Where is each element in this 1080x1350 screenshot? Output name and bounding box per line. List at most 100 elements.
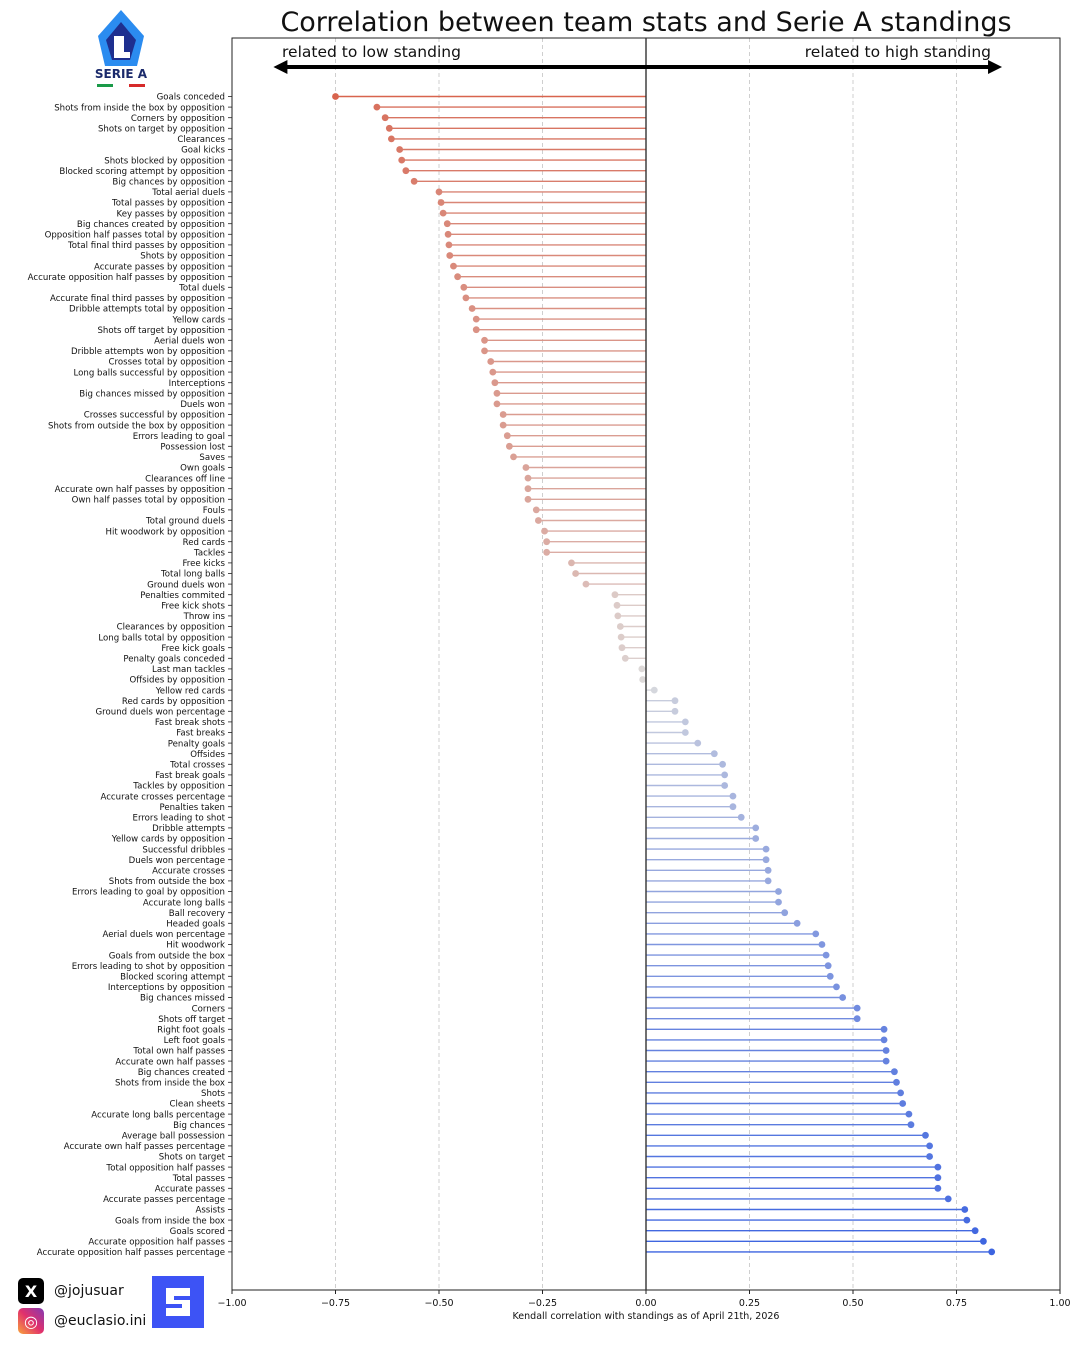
category-label: Big chances missed [140, 994, 225, 1004]
category-label: Total ground duels [145, 517, 226, 527]
category-label: Accurate passes by opposition [94, 262, 225, 272]
lollipop-point [617, 633, 625, 641]
category-label: Shots blocked by opposition [104, 156, 225, 166]
lollipop-point [681, 729, 689, 736]
category-label: Left foot goals [164, 1036, 226, 1046]
lollipop-point [681, 718, 689, 726]
lollipop-point [880, 1025, 888, 1033]
lollipop-point [899, 1100, 907, 1107]
lollipop-point [493, 400, 501, 408]
lollipop-point [839, 994, 847, 1001]
category-label: Interceptions by opposition [108, 983, 225, 993]
category-label: Free kicks [182, 559, 225, 569]
lollipop-point [543, 538, 551, 546]
category-label: Shots off target by opposition [97, 326, 225, 336]
category-label: Goals from inside the box [115, 1216, 225, 1226]
category-label: Errors leading to shot by opposition [72, 962, 225, 972]
lollipop-point [503, 432, 511, 440]
lollipop-point [719, 760, 726, 768]
chart-title: Correlation between team stats and Serie… [280, 7, 1012, 38]
lollipop-point [710, 750, 718, 758]
category-label: Big chances missed by opposition [79, 390, 225, 400]
lollipop-point [882, 1047, 890, 1054]
x-tick-label: 0.25 [739, 1298, 760, 1309]
lollipop-point [582, 580, 590, 588]
lollipop-point [618, 644, 626, 652]
category-label: Goal kicks [181, 146, 225, 156]
lollipop-point [543, 548, 551, 556]
x-tick-label: −0.25 [528, 1298, 557, 1309]
lollipop-point [444, 230, 452, 238]
lollipop-point [729, 803, 737, 811]
lollipop-point [505, 442, 513, 450]
lollipop-point [437, 199, 445, 206]
category-label: Penalties taken [159, 803, 225, 813]
category-label: Interceptions [169, 379, 226, 389]
lollipop-point [541, 527, 548, 535]
category-label: Penalty goals [168, 739, 226, 749]
lollipop-point [853, 1004, 861, 1012]
category-label: Fast break goals [155, 771, 225, 781]
category-label: Fast break shots [155, 718, 226, 728]
category-label: Accurate crosses percentage [100, 792, 225, 802]
lollipop-point [934, 1163, 942, 1171]
category-label: Yellow cards [172, 315, 226, 325]
lollipop-point [402, 167, 410, 175]
lollipop-point [534, 517, 542, 524]
category-label: Aerial duels won percentage [103, 930, 226, 940]
lollipop-point [522, 464, 530, 471]
x-axis-label: Kendall correlation with standings as of… [513, 1311, 780, 1322]
social-x[interactable]: X @jojusuar [18, 1278, 124, 1304]
lollipop-point [934, 1184, 942, 1192]
lollipop-point [499, 421, 507, 429]
lollipop-point [793, 919, 801, 927]
lollipop-point [532, 506, 540, 514]
annotation-right: related to high standing [805, 43, 991, 61]
x-tick-label: 0.00 [635, 1298, 656, 1309]
category-label: Total duels [178, 284, 225, 294]
category-label: Ball recovery [169, 909, 225, 919]
category-label: Corners [192, 1004, 226, 1014]
lollipop-point [781, 909, 789, 917]
category-label: Shots on target [159, 1153, 226, 1163]
lollipop-point [510, 453, 517, 461]
social-handle-instagram: @euclasio.ini [54, 1313, 147, 1329]
category-label: Accurate passes [155, 1185, 226, 1195]
arrow-right-icon [988, 60, 1003, 74]
lollipop-point [826, 972, 834, 980]
brand-logo-icon [152, 1276, 204, 1328]
lollipop-point [621, 654, 629, 662]
lollipop-point [524, 474, 532, 482]
category-label: Fast breaks [176, 729, 225, 739]
category-label: Shots from outside the box [109, 877, 225, 887]
category-label: Accurate crosses [152, 867, 225, 877]
lollipop-point [752, 824, 760, 832]
category-label: Accurate opposition half passes percenta… [37, 1248, 225, 1258]
lollipop-point [671, 707, 679, 715]
lollipop-point [882, 1057, 890, 1065]
lollipop-point [468, 305, 476, 312]
lollipop-point [462, 294, 470, 302]
lollipop-point [445, 241, 453, 249]
lollipop-point [332, 93, 339, 100]
lollipop-point [472, 315, 480, 323]
lollipop-point [822, 951, 830, 959]
x-logo-icon: X [18, 1278, 44, 1304]
category-label: Big chances by opposition [112, 178, 225, 188]
lollipop-point [385, 124, 393, 132]
lollipop-point [721, 771, 729, 779]
category-label: Clearances [177, 135, 225, 145]
lollipop-point [833, 983, 840, 991]
social-instagram[interactable]: ◎ @euclasio.ini [18, 1308, 146, 1334]
category-label: Opposition half passes total by oppositi… [45, 231, 225, 241]
serie-a-logo-icon [98, 10, 144, 66]
category-label: Average ball possession [122, 1132, 225, 1142]
lollipop-point [729, 792, 737, 800]
category-label: Goals scored [170, 1227, 225, 1237]
lollipop-point [435, 188, 443, 196]
lollipop-point [611, 591, 619, 599]
lollipop-point [398, 156, 406, 164]
category-label: Big chances created [138, 1068, 225, 1078]
category-label: Accurate passes percentage [103, 1195, 225, 1205]
